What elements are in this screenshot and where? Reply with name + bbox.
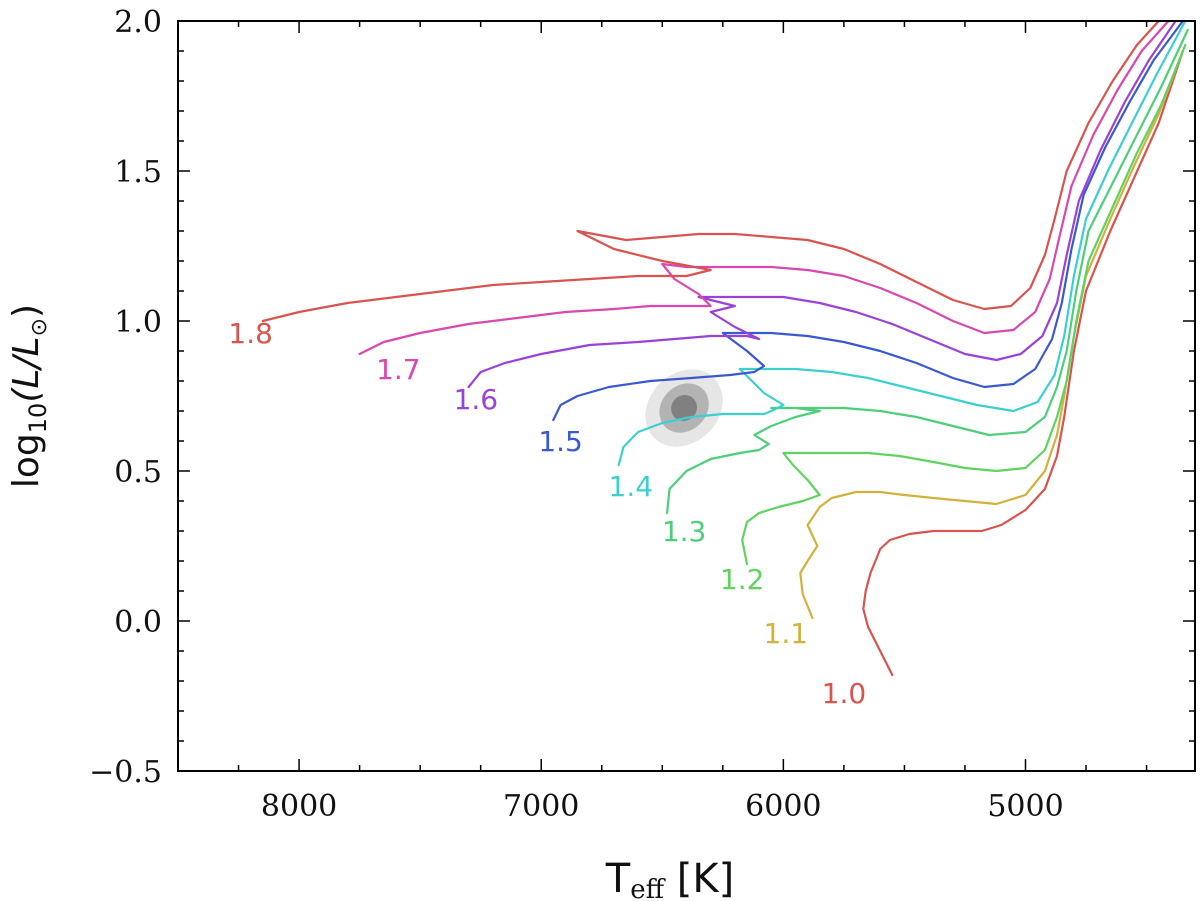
track-1-2-line — [741, 43, 1187, 566]
track-1-7-line — [358, 21, 1170, 356]
evolution-tracks — [261, 21, 1189, 677]
y-tick-label: 0.0 — [114, 605, 162, 640]
axis-ticks: 8000 7000 6000 5000 −0.5 0.0 0.5 1.0 1.5 2.0 — [89, 5, 1195, 824]
track-1-5-line — [552, 21, 1184, 422]
track-1-6-line — [467, 21, 1177, 389]
track-label-1-5: 1.5 — [538, 425, 583, 458]
track-1-3-line — [666, 28, 1189, 515]
y-tick-label: −0.5 — [89, 755, 162, 790]
x-tick-label: 7000 — [503, 789, 579, 824]
track-label-1-4: 1.4 — [609, 470, 654, 503]
y-axis-title: log10(L/L⊙) — [6, 304, 52, 488]
y-tick-label: 0.5 — [114, 455, 162, 490]
track-1-4-line — [617, 21, 1187, 467]
track-label-1-1: 1.1 — [764, 617, 809, 650]
y-tick-label: 1.0 — [114, 305, 162, 340]
y-tick-label: 1.5 — [114, 155, 162, 190]
x-tick-label: 8000 — [261, 789, 337, 824]
track-label-1-6: 1.6 — [454, 383, 499, 416]
contour-level-3 — [671, 395, 698, 421]
x-tick-label: 5000 — [987, 789, 1063, 824]
track-label-1-3: 1.3 — [662, 515, 707, 548]
track-label-1-8: 1.8 — [228, 317, 273, 350]
x-axis-title: Teff [K] — [605, 856, 734, 901]
track-1-0-line — [862, 49, 1184, 677]
track-label-1-0: 1.0 — [822, 677, 867, 710]
track-1-1-line — [799, 49, 1184, 620]
y-tick-label: 2.0 — [114, 5, 162, 40]
x-tick-label: 6000 — [745, 789, 821, 824]
track-1-8-line — [261, 21, 1160, 323]
track-label-1-7: 1.7 — [376, 353, 421, 386]
confidence-region — [645, 369, 723, 447]
plot-frame — [177, 20, 1196, 772]
track-label-1-2: 1.2 — [720, 563, 765, 596]
track-labels: 1.0 1.1 1.2 1.31.4 1.5 1.6 1.7 1.8 — [228, 317, 866, 710]
